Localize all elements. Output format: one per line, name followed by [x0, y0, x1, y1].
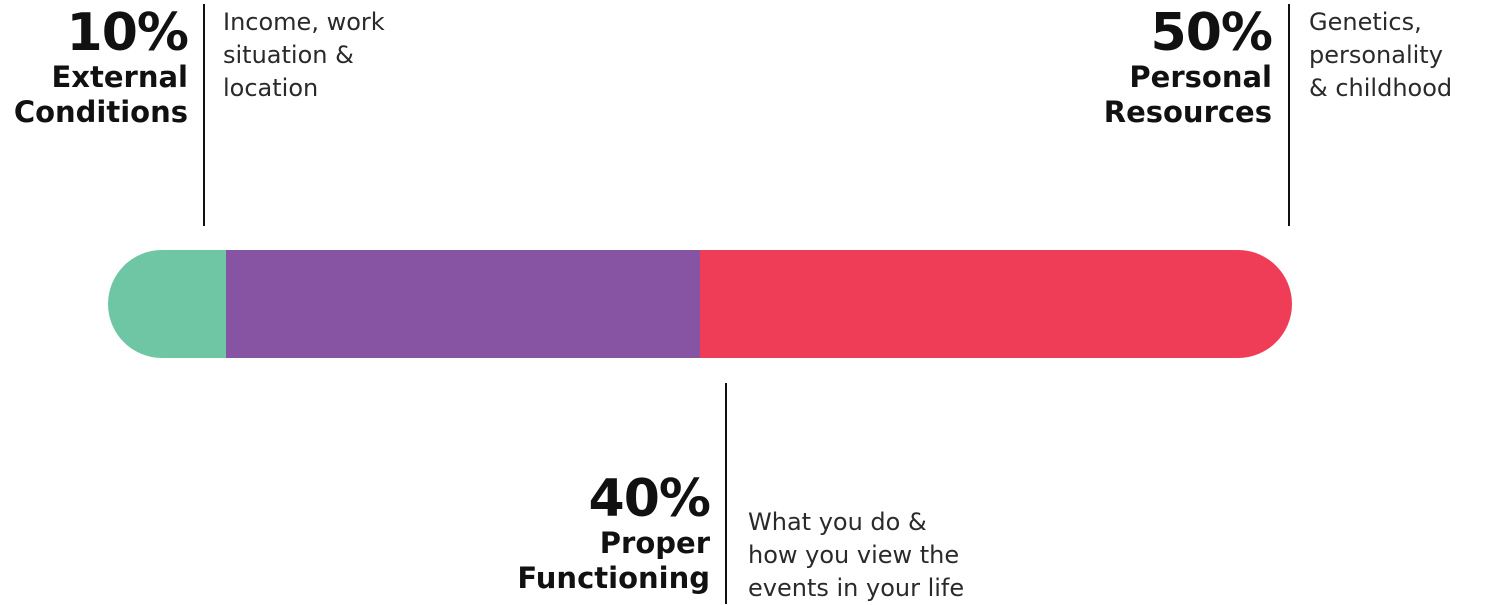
title-line: Resources [1103, 95, 1272, 129]
proportion-bar [108, 250, 1292, 358]
description-external-conditions: Income, work situation & location [223, 6, 385, 105]
description-line: personality [1309, 41, 1443, 69]
description-line: & childhood [1309, 74, 1453, 102]
description-line: events in your life [748, 574, 965, 602]
title-line: Functioning [517, 561, 710, 595]
divider-proper-functioning [725, 383, 727, 604]
percent-personal-resources: 50% [1150, 3, 1273, 63]
heading-personal-resources: 50% Personal Resources [1103, 3, 1273, 130]
bar-segment-personal-resources [699, 250, 1292, 358]
description-line: how you view the [748, 541, 960, 569]
description-line: situation & [223, 41, 354, 69]
description-line: Income, work [223, 8, 385, 36]
description-proper-functioning: What you do & how you view the events in… [748, 506, 964, 605]
title-line: Personal [1129, 60, 1272, 94]
percent-external-conditions: 10% [66, 3, 189, 63]
title-line: Proper [599, 526, 710, 560]
description-line: What you do & [748, 508, 927, 536]
description-line: location [223, 74, 319, 102]
heading-proper-functioning: 40% Proper Functioning [517, 469, 711, 596]
bar-segment-proper-functioning [226, 250, 700, 358]
description-personal-resources: Genetics, personality & childhood [1309, 6, 1452, 105]
divider-external-conditions [203, 4, 205, 226]
heading-external-conditions: 10% External Conditions [13, 3, 189, 130]
bar-segment-external-conditions [108, 250, 227, 358]
title-line: Conditions [13, 95, 188, 129]
divider-personal-resources [1288, 4, 1290, 226]
description-line: Genetics, [1309, 8, 1422, 36]
title-line: External [51, 60, 188, 94]
percent-proper-functioning: 40% [588, 469, 711, 529]
